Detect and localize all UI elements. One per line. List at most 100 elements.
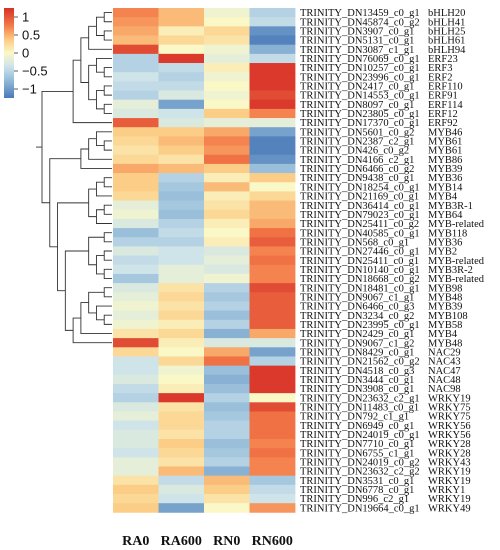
row-label-id: TRINITY_DN6466_c0_g3 [300, 302, 414, 313]
heatmap-cell [158, 17, 205, 27]
heatmap-cell [204, 365, 250, 376]
row-label-gene: WRKY56 [428, 421, 471, 432]
heatmap-cell [204, 81, 250, 91]
row-label-gene: MYB4 [428, 192, 458, 203]
heatmap-cell [249, 310, 296, 321]
heatmap-cell [204, 154, 250, 165]
row-label-gene: WRKY75 [428, 412, 471, 423]
heatmap-cell [204, 246, 250, 256]
heatmap-cell [249, 273, 296, 284]
row-label-id: TRINITY_DN9438_c0_g1 [300, 173, 414, 184]
row-label-id: TRINITY_DN23632_c2_g1 [300, 393, 420, 404]
legend-colorbar [4, 8, 14, 98]
heatmap-cell [113, 475, 159, 486]
row-label-id: TRINITY_DN9067_c1_g1 [300, 292, 414, 303]
column-label: RA0 [122, 534, 149, 549]
column-labels: RA0 RA600 RN0 RN600 [122, 534, 293, 549]
heatmap-cell [113, 53, 159, 64]
heatmap-cell [113, 503, 159, 513]
row-label-id: TRINITY_DN25411_c0_g1 [300, 256, 419, 267]
heatmap-cell [204, 44, 250, 55]
row-label-gene: WRKY19 [428, 467, 471, 478]
heatmap-cell [249, 99, 296, 110]
heatmap-cell [204, 136, 250, 146]
row-label-gene: MYB86 [428, 155, 462, 166]
heatmap-cell [204, 475, 250, 486]
heatmap-cell [158, 108, 205, 119]
heatmap-cell [113, 393, 159, 403]
heatmap-cell [158, 429, 205, 440]
heatmap-cell [113, 145, 159, 156]
heatmap-cell [204, 402, 250, 412]
heatmap-cell [249, 457, 296, 467]
row-label-gene: NAC29 [428, 347, 461, 358]
row-label-id: TRINITY_DN21562_c0_g2 [300, 357, 420, 368]
heatmap-cell [249, 338, 296, 348]
row-label-id: TRINITY_DN8097_c0_g1 [300, 100, 414, 111]
heatmap-cell [249, 347, 296, 357]
heatmap-cell [113, 283, 159, 293]
legend-tick-label: −1 [22, 82, 37, 97]
row-label-gene: WRKY28 [428, 439, 471, 450]
heatmap-cell [158, 200, 205, 211]
column-label: RA600 [161, 534, 202, 549]
heatmap-cell [158, 99, 205, 110]
dendrogram-branch [103, 314, 112, 325]
heatmap-cell [158, 118, 205, 128]
row-label-id: TRINITY_DN9067_c1_g2 [300, 338, 414, 349]
heatmap-cell [249, 264, 296, 275]
heatmap-cell [204, 484, 250, 495]
row-label-id: TRINITY_DN3908_c0_g1 [300, 384, 414, 395]
row-label-id: TRINITY_DN6755_c1_g1 [300, 448, 414, 459]
row-label-id: TRINITY_DN23996_c0_g1 [300, 72, 420, 83]
heatmap-cell [158, 466, 205, 477]
dendrogram-branch [103, 177, 112, 188]
heatmap-cell [158, 44, 205, 55]
dendrogram-branch [103, 232, 112, 243]
row-label-gene: MYB14 [428, 182, 463, 193]
heatmap-cell [113, 466, 159, 477]
heatmap-cell [249, 17, 296, 27]
heatmap-cell [158, 402, 205, 412]
heatmap-cell [158, 127, 205, 137]
row-label-gene: MYB3R-2 [428, 265, 473, 276]
row-label-id: TRINITY_DN25411_c0_g2 [300, 219, 419, 230]
row-label-gene: MYB61 [428, 137, 462, 148]
row-label-gene: WRKY1 [428, 485, 465, 496]
heatmap-cell [158, 228, 205, 238]
heatmap-cell [158, 81, 205, 91]
heatmap-cell [158, 35, 205, 46]
heatmap-cell [204, 273, 250, 284]
row-label-id: TRINITY_DN4166_c2_g1 [300, 155, 414, 166]
row-label-id: TRINITY_DN27446_c0_g1 [300, 247, 420, 258]
heatmap-cell [204, 466, 250, 477]
heatmap-cell [249, 383, 296, 394]
row-label-gene: WRKY56 [428, 430, 471, 441]
row-label-gene: MYB3R-1 [428, 201, 473, 212]
heatmap-cell [204, 72, 250, 82]
heatmap-cell [158, 255, 205, 266]
heatmap-cell [158, 145, 205, 156]
heatmap-cell [158, 393, 205, 403]
row-label-id: TRINITY_DN568_c0_g1 [300, 237, 409, 248]
row-label-id: TRINITY_DN426_c0_g2 [300, 146, 409, 157]
heatmap-cell [158, 438, 205, 449]
heatmap-cell [113, 17, 159, 27]
dendrogram-branch [80, 148, 112, 169]
heatmap-cell [158, 163, 205, 174]
heatmap-cell [158, 494, 205, 504]
heatmap-cell [249, 448, 296, 458]
row-label-gene: MYB-related [428, 256, 485, 267]
heatmap-cell [113, 228, 159, 238]
heatmap-cell [113, 301, 159, 312]
heatmap-cell [158, 292, 205, 302]
heatmap-cell [204, 53, 250, 64]
row-label-gene: MYB46 [428, 127, 462, 138]
heatmap-cell [249, 53, 296, 64]
dendrogram-branch [41, 90, 74, 204]
heatmap-cell [249, 484, 296, 495]
heatmap-cell [249, 209, 296, 220]
heatmap-cell [113, 99, 159, 110]
heatmap-cell [113, 72, 159, 82]
heatmap-cell [204, 99, 250, 110]
